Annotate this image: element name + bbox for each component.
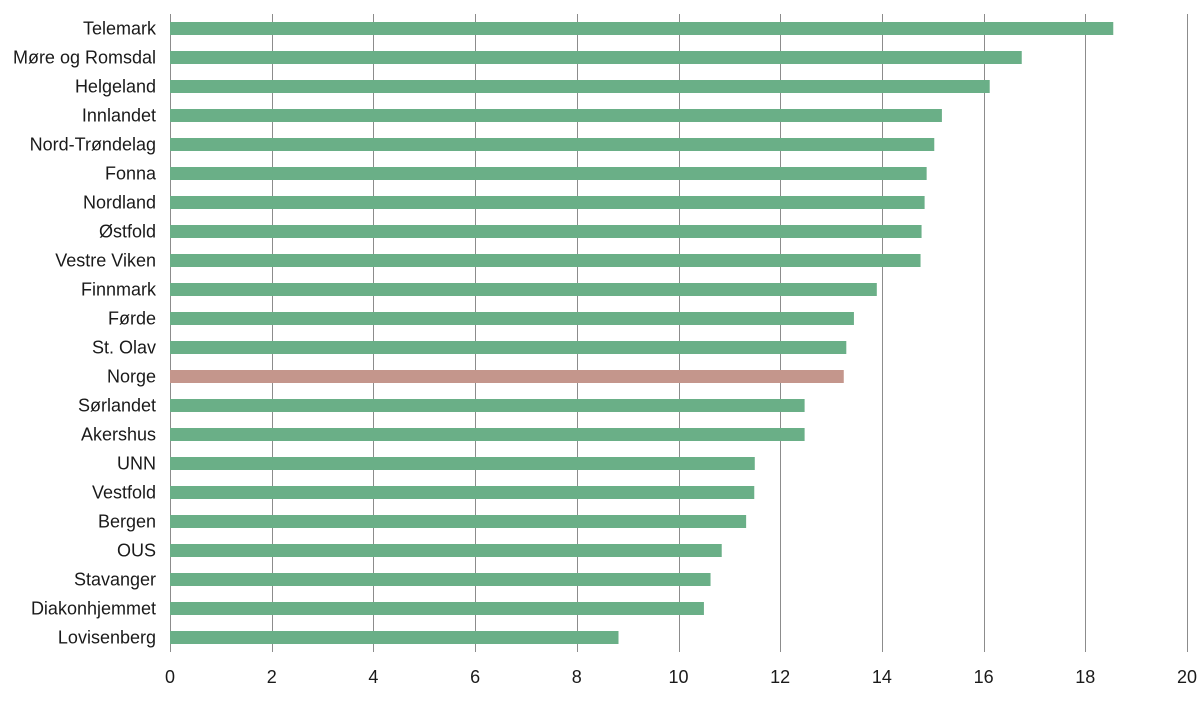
x-tick-label: 2 <box>267 667 277 687</box>
bar <box>170 80 990 93</box>
x-tick-label: 20 <box>1177 667 1197 687</box>
bar <box>170 399 805 412</box>
bar-highlight <box>170 370 844 383</box>
bar <box>170 341 847 354</box>
category-label: Helgeland <box>75 77 156 97</box>
x-tick-label: 14 <box>872 667 892 687</box>
category-label: Sørlandet <box>78 396 156 416</box>
bar <box>170 283 877 296</box>
category-label: Østfold <box>99 222 156 242</box>
category-label: Nordland <box>83 193 156 213</box>
bar <box>170 22 1114 35</box>
bar <box>170 167 927 180</box>
category-label: St. Olav <box>92 338 156 358</box>
bar <box>170 312 854 325</box>
bar <box>170 428 805 441</box>
bars <box>170 22 1114 644</box>
x-tick-label: 12 <box>770 667 790 687</box>
x-tick-label: 0 <box>165 667 175 687</box>
bar <box>170 573 711 586</box>
bar <box>170 51 1022 64</box>
category-label: Møre og Romsdal <box>13 48 156 68</box>
category-label: Akershus <box>81 425 156 445</box>
bar <box>170 109 942 122</box>
category-label: Bergen <box>98 512 156 532</box>
bar <box>170 254 921 267</box>
category-label: Vestre Viken <box>55 251 156 271</box>
x-tick-label: 6 <box>470 667 480 687</box>
bar <box>170 544 722 557</box>
bar <box>170 631 619 644</box>
category-label: Nord-Trøndelag <box>30 135 156 155</box>
bar <box>170 225 922 238</box>
bar <box>170 457 755 470</box>
bar <box>170 196 925 209</box>
category-label: UNN <box>117 454 156 474</box>
category-label: Norge <box>107 367 156 387</box>
category-label: Vestfold <box>92 483 156 503</box>
x-tick-label: 10 <box>668 667 688 687</box>
category-label: Lovisenberg <box>58 628 156 648</box>
x-tick-label: 8 <box>572 667 582 687</box>
category-label: Førde <box>108 309 156 329</box>
bar <box>170 138 935 151</box>
category-label: Fonna <box>105 164 157 184</box>
x-tick-label: 4 <box>368 667 378 687</box>
category-label: OUS <box>117 541 156 561</box>
x-tick-labels: 0 2 4 6 8 10 12 14 16 18 20 <box>165 667 1197 687</box>
category-label: Stavanger <box>74 570 156 590</box>
x-tick-label: 16 <box>974 667 994 687</box>
bar <box>170 602 704 615</box>
bar <box>170 486 755 499</box>
x-tick-label: 18 <box>1075 667 1095 687</box>
category-label: Telemark <box>83 19 157 39</box>
category-labels: Telemark Møre og Romsdal Helgeland Innlande… <box>13 19 157 648</box>
bar <box>170 515 747 528</box>
category-label: Diakonhjemmet <box>31 599 156 619</box>
category-label: Innlandet <box>82 106 156 126</box>
category-label: Finnmark <box>81 280 157 300</box>
